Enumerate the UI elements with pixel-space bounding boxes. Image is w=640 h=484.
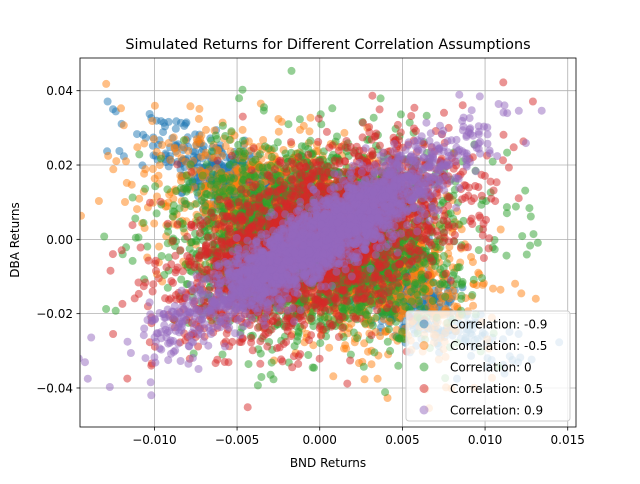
data-point: [158, 141, 166, 149]
data-point: [161, 122, 169, 130]
data-point: [151, 102, 159, 110]
data-point: [275, 128, 283, 136]
data-point: [122, 157, 130, 165]
data-point: [186, 102, 194, 110]
data-point: [155, 172, 163, 180]
data-point: [102, 80, 110, 88]
data-point: [150, 135, 158, 143]
data-point: [517, 289, 525, 297]
data-point: [368, 360, 376, 368]
data-point: [104, 152, 112, 160]
data-point: [115, 147, 123, 155]
data-point: [361, 375, 369, 383]
data-point: [511, 280, 519, 288]
data-point: [296, 126, 304, 134]
data-point: [112, 157, 120, 165]
data-point: [171, 145, 179, 153]
data-point: [121, 198, 129, 206]
data-point: [195, 105, 203, 113]
data-point: [532, 295, 540, 303]
data-point: [104, 98, 112, 106]
data-point: [340, 129, 348, 137]
data-point: [109, 165, 117, 173]
data-point: [179, 143, 187, 151]
data-point: [325, 344, 333, 352]
data-point: [278, 118, 286, 126]
chart-title: Simulated Returns for Different Correlat…: [125, 37, 530, 53]
data-point: [148, 117, 156, 125]
data-point: [149, 165, 157, 173]
data-point: [166, 156, 174, 164]
data-point: [139, 131, 147, 139]
data-point: [306, 127, 314, 135]
data-point: [117, 104, 125, 112]
data-point: [195, 115, 203, 123]
data-point: [469, 302, 477, 310]
data-point: [196, 135, 204, 143]
data-point: [172, 117, 180, 125]
data-point: [133, 143, 141, 151]
data-point: [489, 285, 497, 293]
data-point: [376, 332, 384, 340]
data-point: [341, 341, 349, 349]
data-point: [95, 197, 103, 205]
data-point: [133, 205, 141, 213]
data-point: [140, 140, 148, 148]
data-point: [374, 375, 382, 383]
data-point: [307, 114, 315, 122]
data-point: [141, 165, 149, 173]
data-point: [155, 243, 163, 251]
data-point: [239, 126, 247, 134]
data-point: [182, 120, 190, 128]
data-point: [120, 121, 128, 129]
data-point: [329, 372, 337, 380]
data-point: [150, 220, 158, 228]
